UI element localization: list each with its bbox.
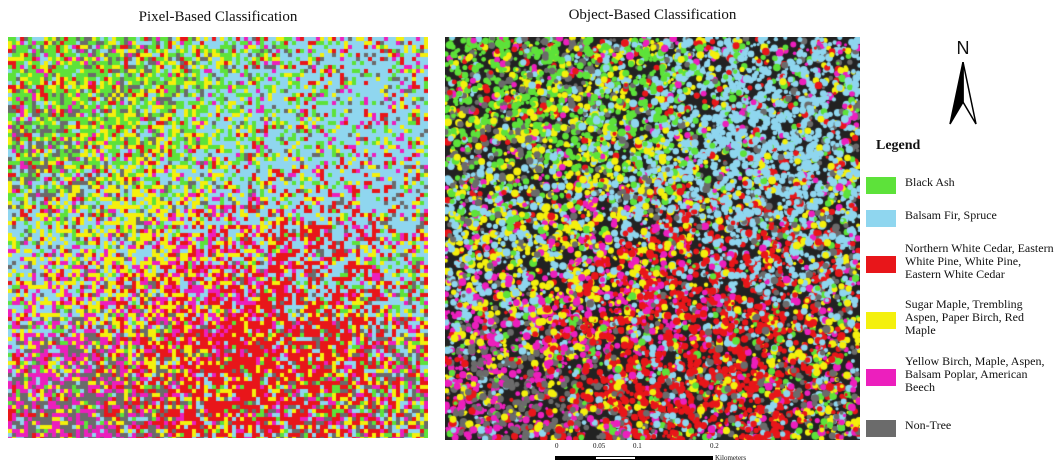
legend-swatch <box>866 177 896 194</box>
legend-label: Non-Tree <box>905 418 952 432</box>
legend-swatch <box>866 420 896 437</box>
pixel-based-classification-map <box>8 37 428 438</box>
north-arrow-label: N <box>956 38 970 58</box>
scale-unit: Kilometers <box>715 454 747 462</box>
scale-segment <box>635 456 713 460</box>
legend-swatch <box>866 312 896 329</box>
pixel-map-title: Pixel-Based Classification <box>138 9 298 25</box>
legend-swatch <box>866 256 896 273</box>
legend-label: Yellow Birch, Maple, Aspen, Balsam Popla… <box>905 354 1045 394</box>
scale-segment <box>595 456 637 460</box>
scale-segment <box>555 456 595 460</box>
scale-tick: 0.2 <box>710 442 719 450</box>
legend-label: Sugar Maple, Trembling Aspen, Paper Birc… <box>905 297 1024 337</box>
legend-label: Balsam Fir, Spruce <box>905 208 997 222</box>
north-arrow-icon <box>949 62 977 125</box>
scale-tick: 0 <box>555 442 559 450</box>
scale-tick: 0.1 <box>633 442 642 450</box>
legend-label: Northern White Cedar, Eastern White Pine… <box>905 241 1054 281</box>
scale-tick: 0.05 <box>593 442 606 450</box>
object-based-classification-map <box>445 37 860 440</box>
scale-bar: 0 0.05 0.1 0.2 Kilometers <box>555 442 800 465</box>
legend-label: Black Ash <box>905 175 955 189</box>
legend-title: Legend <box>876 138 921 153</box>
object-map-title: Object-Based Classification <box>568 7 737 23</box>
legend-swatch <box>866 210 896 227</box>
legend-swatch <box>866 369 896 386</box>
north-arrow: N <box>944 38 982 130</box>
